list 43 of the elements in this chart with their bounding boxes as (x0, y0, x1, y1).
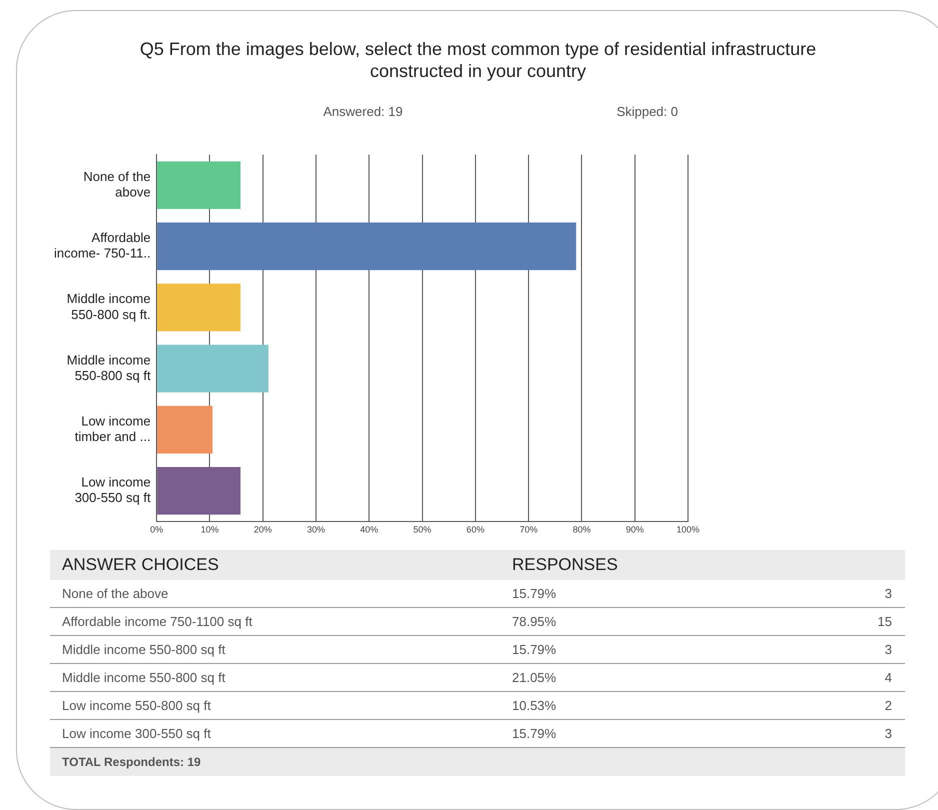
text: Affordable income 750-1100 sq ft (61, 614, 254, 629)
bar (157, 161, 240, 210)
text: 15 (876, 614, 892, 629)
bar (157, 406, 213, 454)
y-tick-label: Affordable income- 750-11.. (54, 230, 151, 261)
text: 21.05% (512, 670, 558, 685)
x-tick-label: 90% (626, 524, 644, 534)
y-tick-label: Middle income 550-800 sq ft (66, 352, 151, 383)
text: Answered: 19 (322, 104, 404, 119)
x-tick-label: 30% (307, 524, 326, 534)
bar (157, 344, 268, 392)
x-tick-label: 80% (572, 524, 591, 534)
x-tick-label: 60% (466, 524, 484, 534)
text: 3 (884, 586, 892, 601)
x-tick-label: 20% (254, 524, 272, 534)
text: 15.79% (512, 642, 558, 657)
text: 3 (884, 642, 892, 657)
bar (157, 284, 240, 332)
y-tick-label: Middle income 550-800 sq ft. (66, 291, 151, 322)
x-tick-label: 10% (200, 524, 219, 534)
bar (157, 466, 240, 515)
text: 4 (884, 670, 892, 685)
text: Skipped: 0 (616, 104, 678, 119)
y-tick-label: None of the above (83, 168, 151, 200)
text: RESPONSES (512, 555, 618, 575)
text: 10.53% (512, 698, 558, 713)
x-tick-label: 100% (676, 524, 700, 534)
text: 15.79% (512, 726, 558, 741)
text: 78.95% (512, 614, 558, 629)
text: 2 (884, 698, 892, 713)
text: 15.79% (512, 586, 558, 601)
x-tick-label: 40% (360, 524, 378, 534)
text: 3 (884, 726, 892, 741)
text: Low income 550-800 sq ft (61, 698, 212, 713)
text: ANSWER CHOICES (61, 555, 220, 575)
y-tick-label: Low income 300-550 sq ft (74, 474, 151, 506)
text: TOTAL Respondents: 19 (50, 748, 905, 776)
chart-title: Q5 From the images below, select the most common type of residential infrastructure constructed in your country (138, 38, 818, 82)
x-tick-label: 50% (413, 524, 432, 534)
x-tick-label: 70% (520, 524, 538, 534)
y-tick-label: Low income timber and ... (74, 413, 151, 444)
x-tick-label: 0% (150, 524, 164, 534)
bar (157, 222, 576, 270)
